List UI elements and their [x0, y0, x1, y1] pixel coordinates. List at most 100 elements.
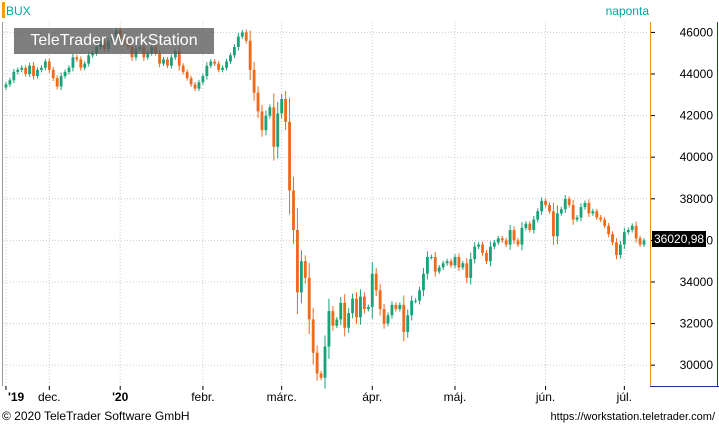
- y-tick-label: 38000: [680, 192, 714, 206]
- candle-down: [272, 107, 276, 147]
- candle-down: [378, 290, 382, 310]
- candle-down: [607, 225, 611, 235]
- candle-up: [12, 71, 16, 81]
- candle-down: [189, 78, 193, 85]
- candle-up: [339, 302, 343, 320]
- candle-up: [489, 246, 492, 262]
- candle-down: [382, 309, 386, 324]
- candle-up: [591, 211, 595, 214]
- symbol-accent-bar: [2, 2, 5, 18]
- candle-down: [374, 273, 378, 291]
- candle-down: [402, 304, 406, 332]
- candle-up: [335, 319, 339, 326]
- candle-down: [252, 69, 256, 93]
- y-tick-label: 44000: [680, 67, 714, 81]
- candle-down: [177, 51, 181, 66]
- x-tick-label: márc.: [267, 390, 297, 404]
- candle-up: [563, 198, 567, 210]
- candle-up: [370, 273, 374, 307]
- candle-down: [193, 84, 197, 89]
- candle-up: [583, 202, 587, 208]
- candle-up: [264, 115, 268, 131]
- candle-down: [504, 240, 508, 245]
- x-tick-label: jún.: [535, 390, 555, 404]
- candle-down: [166, 59, 169, 66]
- candle-down: [256, 92, 260, 112]
- x-tick-label: máj.: [444, 390, 467, 404]
- candle-up: [425, 257, 429, 274]
- candle-down: [634, 225, 638, 239]
- candle-down: [571, 205, 575, 220]
- candle-down: [319, 373, 323, 378]
- candle-up: [221, 67, 225, 70]
- candle-up: [36, 69, 39, 77]
- candle-down: [244, 32, 248, 41]
- candle-down: [548, 205, 551, 212]
- candle-up: [146, 53, 150, 58]
- candle-up: [642, 240, 646, 245]
- plot-left-border: [2, 22, 650, 386]
- candle-up: [461, 263, 465, 268]
- candle-down: [213, 61, 217, 64]
- candle-up: [398, 304, 402, 310]
- candle-down: [638, 238, 642, 245]
- candle-up: [477, 244, 481, 247]
- candle-down: [292, 190, 295, 230]
- candle-up: [418, 290, 421, 301]
- candle-up: [87, 55, 91, 64]
- candle-up: [520, 227, 524, 245]
- candle-up: [280, 98, 284, 114]
- candle-up: [323, 346, 327, 378]
- candle-up: [406, 315, 410, 332]
- x-tick-label: ápr.: [362, 390, 382, 404]
- y-tick-label: 42000: [680, 109, 714, 123]
- candle-up: [359, 296, 362, 318]
- candle-up: [429, 257, 433, 259]
- candle-down: [433, 257, 437, 272]
- candle-up: [496, 238, 500, 243]
- candle-down: [587, 202, 591, 214]
- candle-up: [441, 263, 445, 268]
- candle-up: [236, 36, 240, 47]
- candle-up: [622, 232, 626, 245]
- x-tick-label: '19: [8, 390, 25, 404]
- candle-up: [8, 80, 12, 85]
- candle-up: [437, 267, 441, 272]
- candle-up: [268, 107, 272, 116]
- candle-down: [544, 200, 547, 206]
- x-tick-label: '20: [112, 390, 129, 404]
- y-axis-line: [650, 22, 651, 386]
- candle-up: [229, 55, 232, 62]
- candle-up: [390, 304, 394, 316]
- candle-up: [43, 61, 47, 68]
- candle-up: [28, 65, 32, 74]
- candle-up: [630, 225, 634, 230]
- candle-up: [626, 230, 630, 233]
- footer-url[interactable]: https://workstation.teletrader.com/: [550, 411, 715, 423]
- candle-up: [422, 273, 425, 291]
- candle-up: [232, 46, 236, 56]
- symbol-label: BUX: [6, 4, 31, 18]
- candle-down: [32, 65, 35, 77]
- candle-up: [63, 71, 67, 77]
- candle-up: [162, 59, 165, 64]
- candle-up: [209, 61, 213, 66]
- candle-up: [225, 61, 228, 68]
- candle-up: [366, 306, 370, 310]
- candle-up: [91, 53, 95, 56]
- candle-up: [39, 67, 43, 70]
- y-tick-label: 46000: [680, 25, 714, 39]
- candle-down: [24, 67, 28, 74]
- candle-up: [575, 217, 579, 220]
- candle-up: [299, 261, 303, 293]
- candle-up: [201, 76, 205, 83]
- candle-up: [16, 69, 20, 72]
- candle-up: [67, 67, 71, 72]
- x-tick-label: júl.: [616, 390, 632, 404]
- candle-up: [4, 84, 8, 88]
- axis-corner-side: [717, 22, 718, 386]
- candle-up: [469, 259, 473, 278]
- candle-up: [276, 113, 280, 147]
- candle-up: [20, 67, 24, 70]
